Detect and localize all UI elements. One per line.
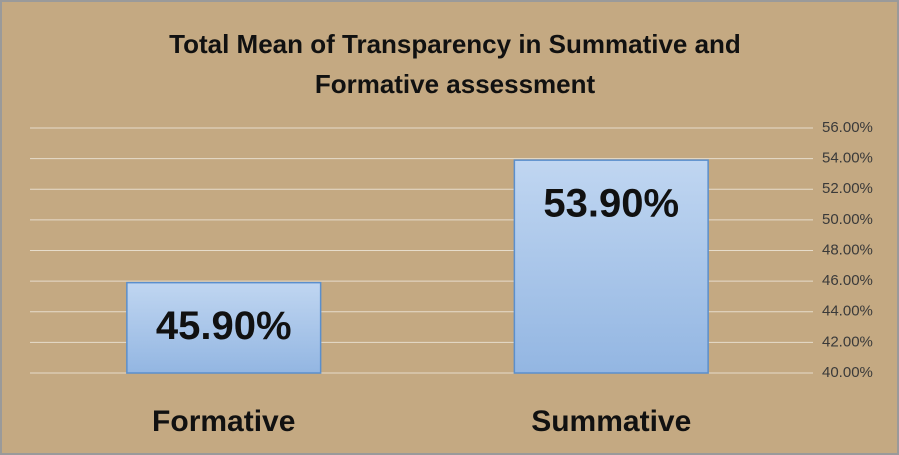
data-label: 53.90% xyxy=(543,182,679,226)
y-tick-label: 42.00% xyxy=(822,333,873,350)
y-tick-label: 46.00% xyxy=(822,272,873,289)
y-tick-label: 56.00% xyxy=(822,119,873,136)
x-tick-label: Summative xyxy=(531,405,691,438)
chart-title: Total Mean of Transparency in Summative … xyxy=(169,29,741,99)
y-tick-label: 48.00% xyxy=(822,241,873,258)
y-tick-label: 54.00% xyxy=(822,150,873,167)
bar xyxy=(126,281,322,374)
bar xyxy=(513,159,709,374)
y-tick-label: 50.00% xyxy=(822,211,873,228)
x-tick-label: Formative xyxy=(152,405,295,438)
y-tick-label: 40.00% xyxy=(822,364,873,381)
y-tick-label: 52.00% xyxy=(822,180,873,197)
data-label: 45.90% xyxy=(156,304,292,348)
y-tick-label: 44.00% xyxy=(822,303,873,320)
